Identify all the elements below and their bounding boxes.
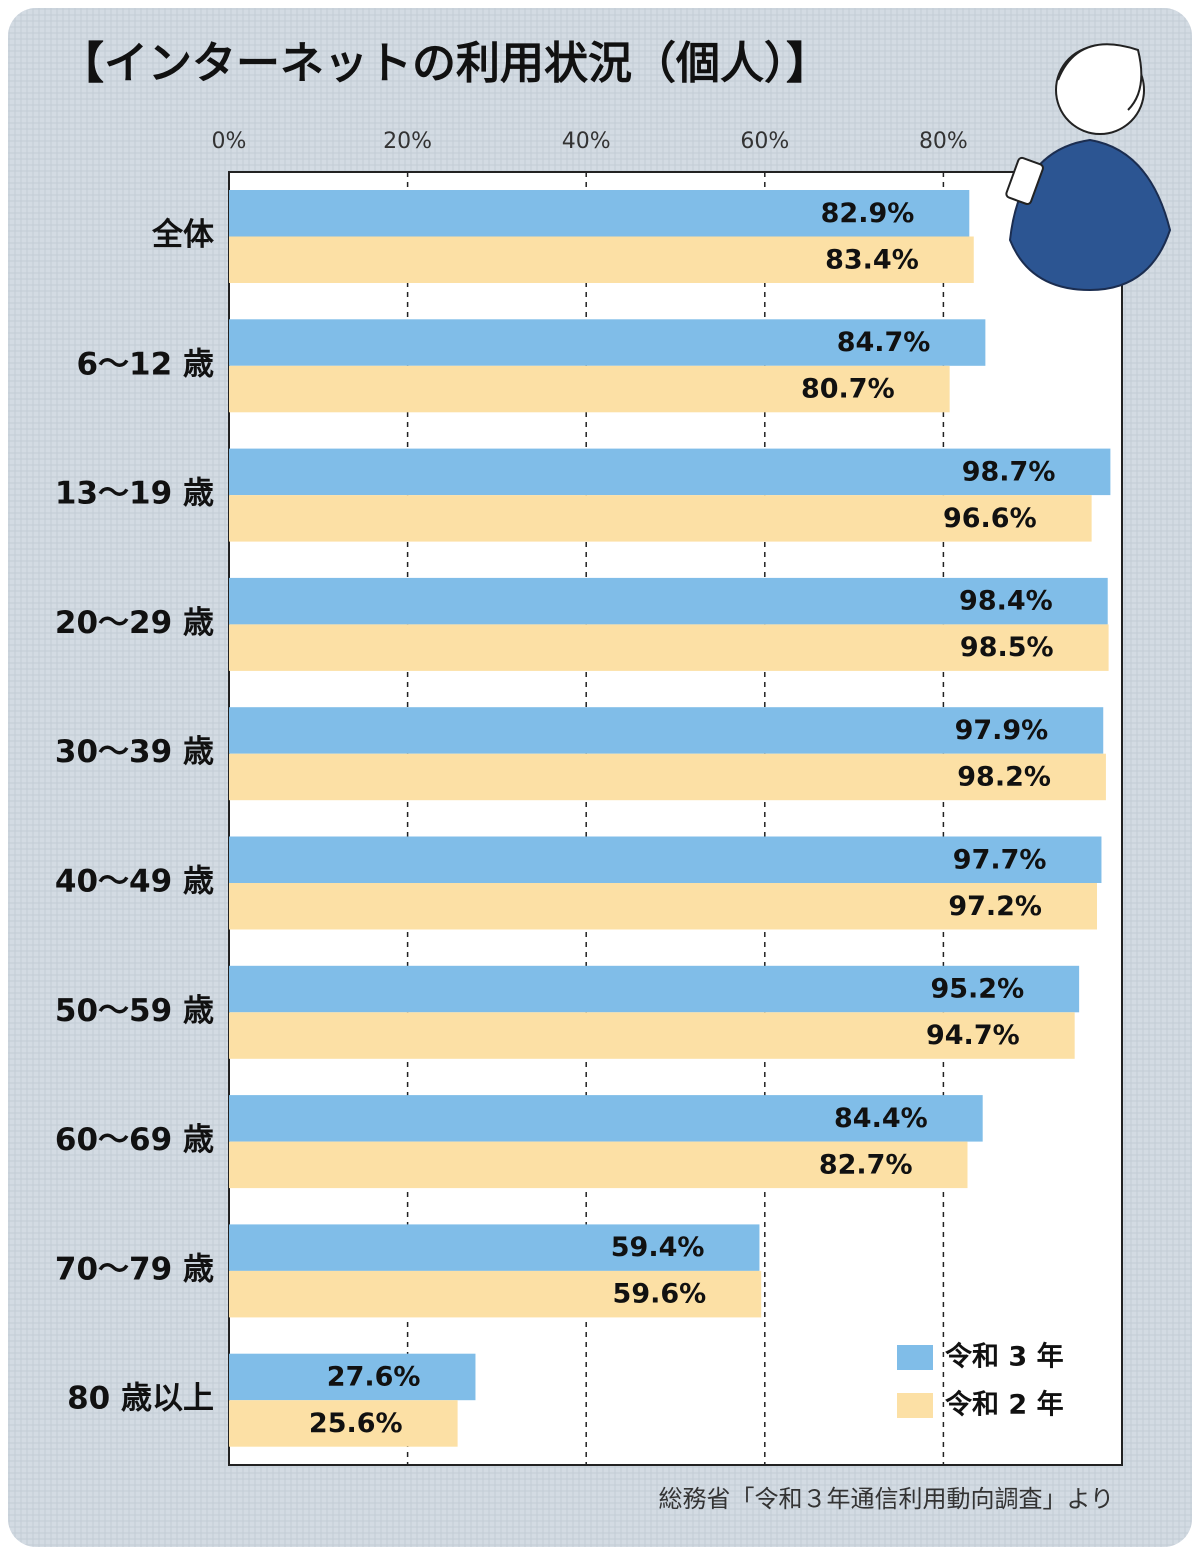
y-tick-label: 6～12 歳 <box>76 346 214 382</box>
bar <box>229 1353 476 1401</box>
value-label: 97.7% <box>953 844 1047 875</box>
y-tick-label: 30～39 歳 <box>55 734 214 770</box>
x-tick-label: 20% <box>383 129 432 154</box>
source-note: 総務省「令和３年通信利用動向調査」より <box>658 1485 1114 1513</box>
bar <box>229 1095 983 1142</box>
illustration <box>1005 43 1172 292</box>
value-label: 97.2% <box>948 891 1042 922</box>
bar <box>229 836 1102 883</box>
bar <box>229 495 1092 542</box>
bar <box>229 190 970 237</box>
bar <box>229 753 1106 801</box>
value-label: 25.6% <box>309 1408 403 1439</box>
y-tick-label: 40～49 歳 <box>55 864 214 900</box>
y-tick-label: 全体 <box>151 217 214 253</box>
value-label: 98.4% <box>959 586 1053 617</box>
value-label: 84.4% <box>834 1103 928 1134</box>
x-tick-label: 80% <box>919 129 968 154</box>
value-label: 83.4% <box>825 244 919 275</box>
bar <box>229 1012 1075 1059</box>
value-label: 80.7% <box>801 374 895 405</box>
bar <box>229 624 1109 671</box>
y-tick-label: 70～79 歳 <box>55 1251 214 1287</box>
bar <box>229 1400 458 1447</box>
value-label: 95.2% <box>930 974 1024 1005</box>
y-tick-label: 80 歳以上 <box>67 1381 214 1417</box>
bar <box>229 448 1111 496</box>
legend-label: 令和 2 年 <box>945 1389 1064 1421</box>
y-tick-label: 60～69 歳 <box>55 1122 214 1158</box>
legend-swatch <box>897 1393 933 1418</box>
value-label: 82.9% <box>821 198 915 229</box>
value-label: 59.4% <box>611 1232 705 1263</box>
value-label: 97.9% <box>955 715 1049 746</box>
chart-title: 【インターネットの利用状況（個人）】 <box>60 38 830 89</box>
value-label: 27.6% <box>327 1361 421 1392</box>
value-label: 98.5% <box>960 632 1054 663</box>
bar <box>229 236 974 283</box>
bar <box>229 707 1104 754</box>
bar <box>229 1224 760 1271</box>
x-tick-label: 40% <box>562 129 611 154</box>
y-tick-label: 13～19 歳 <box>55 476 214 512</box>
bar <box>229 965 1080 1013</box>
value-label: 94.7% <box>926 1020 1020 1051</box>
y-tick-label: 20～29 歳 <box>55 605 214 641</box>
legend-label: 令和 3 年 <box>945 1341 1064 1373</box>
bar <box>229 1141 968 1189</box>
bar <box>229 319 986 366</box>
value-label: 98.7% <box>962 456 1056 487</box>
value-label: 82.7% <box>819 1149 913 1180</box>
x-tick-label: 60% <box>740 129 789 154</box>
x-tick-label: 0% <box>212 129 247 154</box>
y-tick-label: 50～59 歳 <box>55 993 214 1029</box>
value-label: 59.6% <box>613 1279 707 1310</box>
value-label: 96.6% <box>943 503 1037 534</box>
bar <box>229 365 950 413</box>
value-label: 98.2% <box>957 761 1051 792</box>
bar <box>229 577 1108 625</box>
value-label: 84.7% <box>837 327 931 358</box>
bar <box>229 1270 762 1318</box>
bar <box>229 883 1097 930</box>
legend-swatch <box>897 1345 933 1370</box>
